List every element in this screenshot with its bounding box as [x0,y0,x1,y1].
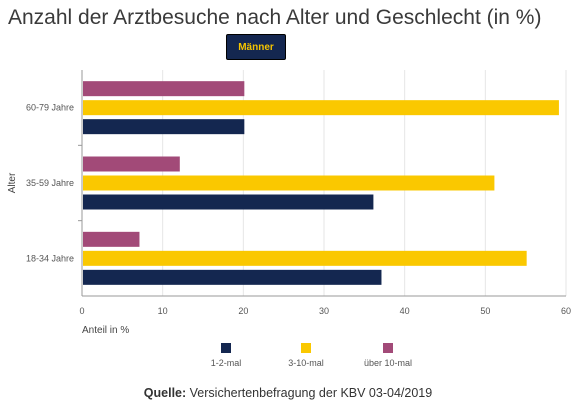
legend-label: 1-2-mal [211,358,242,368]
x-tick-label: 60 [561,306,571,316]
legend-swatch [301,343,311,353]
bar [83,250,527,266]
legend-label: 3-10-mal [288,358,324,368]
legend-swatch [383,343,393,353]
legend-label: über 10-mal [364,358,412,368]
bar [83,100,559,116]
x-axis-label: Anteil in % [82,325,129,336]
legend-swatch [221,343,231,353]
bar [83,194,374,210]
source-text: Versichertenbefragung der KBV 03-04/2019 [189,386,433,400]
source-note: Quelle: Versichertenbefragung der KBV 03… [0,386,576,400]
chart-title: Anzahl der Arztbesuche nach Alter und Ge… [8,6,542,29]
y-axis-label: Alter [7,172,18,193]
bar [83,231,140,247]
bar [83,81,245,97]
bar [83,269,382,285]
bar [83,119,245,135]
x-tick-label: 40 [400,306,410,316]
source-label: Quelle: [143,386,187,400]
x-tick-label: 0 [79,306,84,316]
x-tick-label: 10 [158,306,168,316]
y-category-label: 35-59 Jahre [26,178,74,188]
x-tick-label: 50 [480,306,490,316]
bar [83,156,180,172]
y-category-label: 60-79 Jahre [26,103,74,113]
tab-maenner[interactable]: Männer [226,34,286,60]
x-tick-label: 30 [319,306,329,316]
y-category-label: 18-34 Jahre [26,253,74,263]
x-tick-label: 20 [238,306,248,316]
bar [83,175,495,191]
